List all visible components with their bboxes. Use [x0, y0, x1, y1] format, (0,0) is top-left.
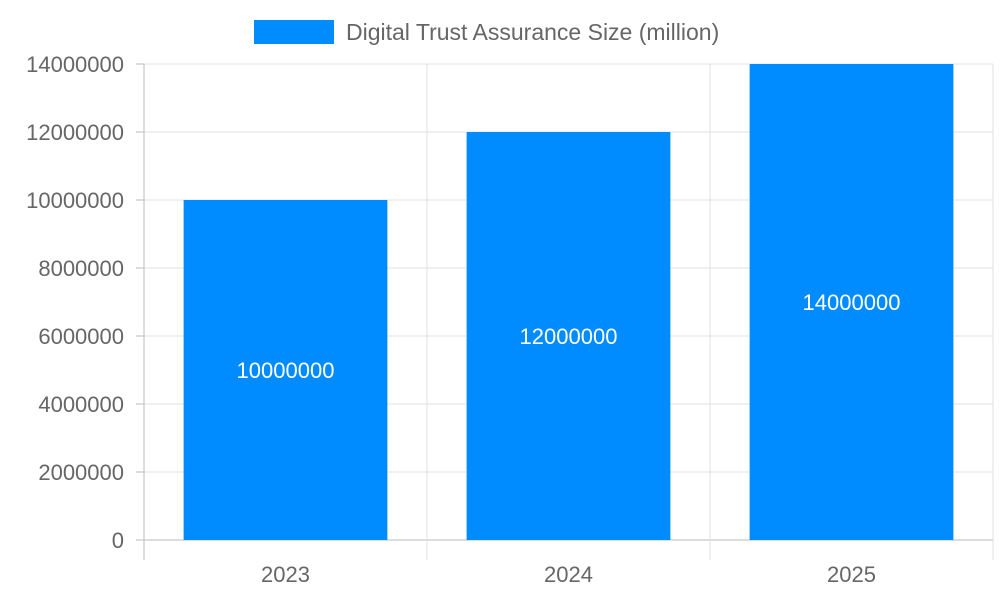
y-tick-label: 4000000 — [38, 392, 124, 417]
y-tick-label: 14000000 — [26, 52, 124, 77]
bar-data-label: 14000000 — [803, 290, 901, 315]
legend-swatch — [254, 20, 334, 44]
y-tick-label: 6000000 — [38, 324, 124, 349]
bar — [749, 64, 954, 540]
axes: 0 2000000 4000000 6000000 8000000 10000000 120… — [26, 52, 876, 587]
y-tick-label: 8000000 — [38, 256, 124, 281]
bar — [183, 200, 388, 540]
x-tick-label: 2024 — [544, 562, 593, 587]
bar-data-label: 10000000 — [237, 358, 335, 383]
x-tick-label: 2025 — [827, 562, 876, 587]
legend-label: Digital Trust Assurance Size (million) — [346, 19, 719, 45]
y-tick-label: 2000000 — [38, 460, 124, 485]
y-tick-label: 12000000 — [26, 120, 124, 145]
x-tick-label: 2023 — [261, 562, 310, 587]
legend[interactable]: Digital Trust Assurance Size (million) — [254, 19, 719, 45]
y-tick-label: 0 — [112, 528, 124, 553]
bars: 10000000 12000000 14000000 — [183, 64, 954, 540]
y-tick-label: 10000000 — [26, 188, 124, 213]
bar-data-label: 12000000 — [520, 324, 618, 349]
bar — [466, 132, 671, 540]
